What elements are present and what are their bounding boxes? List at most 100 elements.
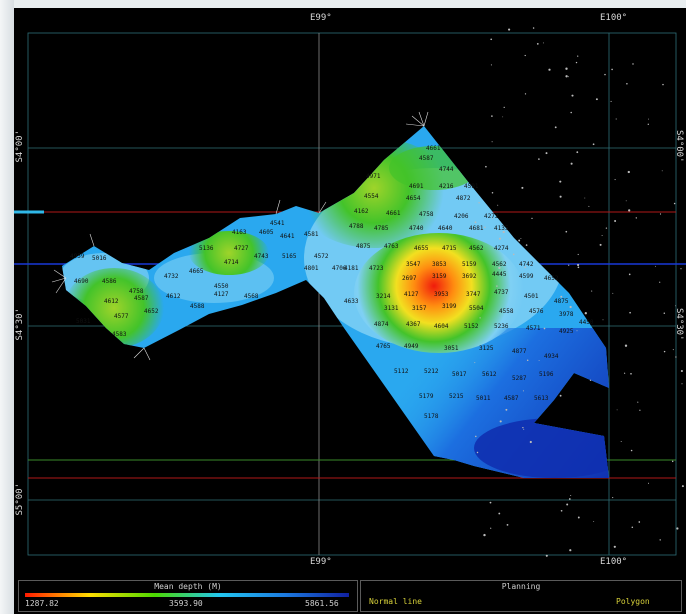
noise-dot [604,73,606,76]
depth-sounding-label: 5017 [452,371,467,378]
lat-label-s4-30: S4°30' [15,308,25,341]
depth-sounding-label: 4655 [414,245,429,252]
depth-sounding-label: 4135 [494,225,509,232]
depth-sounding-label: 4127 [214,291,229,298]
depth-sounding-label: 3051 [444,345,459,352]
lat-label-right-s4-00: S4°00' [674,130,684,163]
depth-sounding-label: 5152 [464,323,479,330]
noise-dot [508,28,511,31]
depth-sounding-label: 4445 [492,271,507,278]
lat-label-right-s4-30: S4°30' [674,308,684,341]
noise-dot [491,115,493,117]
noise-dot [602,319,604,321]
depth-sounding-label: 5011 [476,395,491,402]
noise-dot [474,362,476,364]
depth-sounding-label: 3547 [406,261,421,268]
depth-sounding-label: 4877 [512,348,527,355]
depth-sounding-label: 5504 [469,305,484,312]
lon-label-top-e100: E100° [600,13,628,23]
depth-sounding-label: 4581 [304,231,319,238]
noise-dot [565,75,568,78]
noise-dot [575,61,578,64]
noise-dot [490,38,493,41]
depth-max-label: 5861.56 [305,599,339,608]
noise-dot [522,426,524,429]
depth-sounding-label: 4665 [189,268,204,275]
noise-dot [577,55,579,57]
noise-dot [502,230,505,234]
noise-dot [654,265,656,267]
planning-legend-title: Planning [501,582,541,591]
depth-sounding-label: 3125 [479,345,494,352]
depth-sounding-label: 2697 [402,275,417,282]
noise-dot [593,520,595,522]
depth-sounding-label: 4925 [559,328,574,335]
depth-sounding-label: 4740 [409,225,424,232]
depth-sounding-label: 4934 [544,353,559,360]
noise-dot [577,253,579,256]
noise-dot [565,230,568,233]
noise-dot [614,220,617,222]
noise-dot [591,290,593,292]
noise-dot [601,235,603,236]
noise-dot [680,268,682,270]
noise-dot [524,93,527,95]
noise-dot [663,350,666,353]
noise-dot [529,440,532,444]
depth-sounding-label: 4661 [426,145,441,152]
noise-dot [524,266,527,269]
noise-dot [536,43,539,45]
depth-sounding-label: 4576 [529,308,544,315]
noise-dot [485,165,487,168]
noise-dot [499,420,502,423]
noise-dot [570,111,572,114]
depth-sounding-label: 4640 [438,225,453,232]
depth-sounding-label: 4367 [406,321,421,328]
noise-dot [512,253,515,256]
bathymetry-map: 4661 4587 4744 4971 4691 4216 4591 4554 4654 4872… [14,27,686,557]
lat-label-s5-00: S5°00' [15,483,25,516]
noise-dot [681,485,684,488]
noise-dot [613,545,616,548]
noise-dot [647,123,649,125]
noise-dot [568,76,570,78]
planning-legend: Planning Normal line Polygon [360,580,682,612]
depth-sounding-label: 4568 [244,293,259,300]
depth-sounding-label: 4274 [494,245,509,252]
noise-dot [538,359,540,361]
noise-dot [663,312,666,314]
depth-sounding-label: 5159 [462,261,477,268]
depth-sounding-label: 4587 [504,395,519,402]
lon-label-bottom-e99: E99° [310,557,332,567]
noise-dot [616,409,618,411]
noise-dot [659,539,661,541]
noise-dot [673,202,676,205]
depth-legend: Mean depth (M) 1287.82 3593.90 5861.56 [18,580,358,612]
noise-dot [526,359,529,361]
depth-sounding-label: 4612 [166,293,181,300]
noise-dot [523,428,525,430]
noise-dot [584,312,587,315]
noise-dot [543,327,546,330]
depth-sounding-label: 4654 [406,195,421,202]
noise-dot [630,372,632,375]
noise-dot [589,379,592,382]
noise-dot [576,330,578,332]
noise-dot [531,217,533,220]
noise-dot [560,509,563,512]
depth-sounding-label: 4501 [524,293,539,300]
depth-sounding-label: 4691 [409,183,424,190]
depth-sounding-label: 4206 [454,213,469,220]
noise-dot [525,244,528,246]
depth-sounding-label: 4971 [366,173,381,180]
map-display: 4661 4587 4744 4971 4691 4216 4591 4554 4654 4872… [14,8,686,614]
depth-min-label: 1287.82 [25,599,59,608]
noise-dot [560,295,563,298]
depth-sounding-label: 4591 [464,183,479,190]
depth-sounding-label: 4181 [344,265,359,272]
noise-dot [639,409,641,411]
noise-dot [584,197,586,199]
noise-dot [498,512,501,515]
depth-sounding-label: 4742 [519,261,534,268]
noise-dot [675,356,677,358]
